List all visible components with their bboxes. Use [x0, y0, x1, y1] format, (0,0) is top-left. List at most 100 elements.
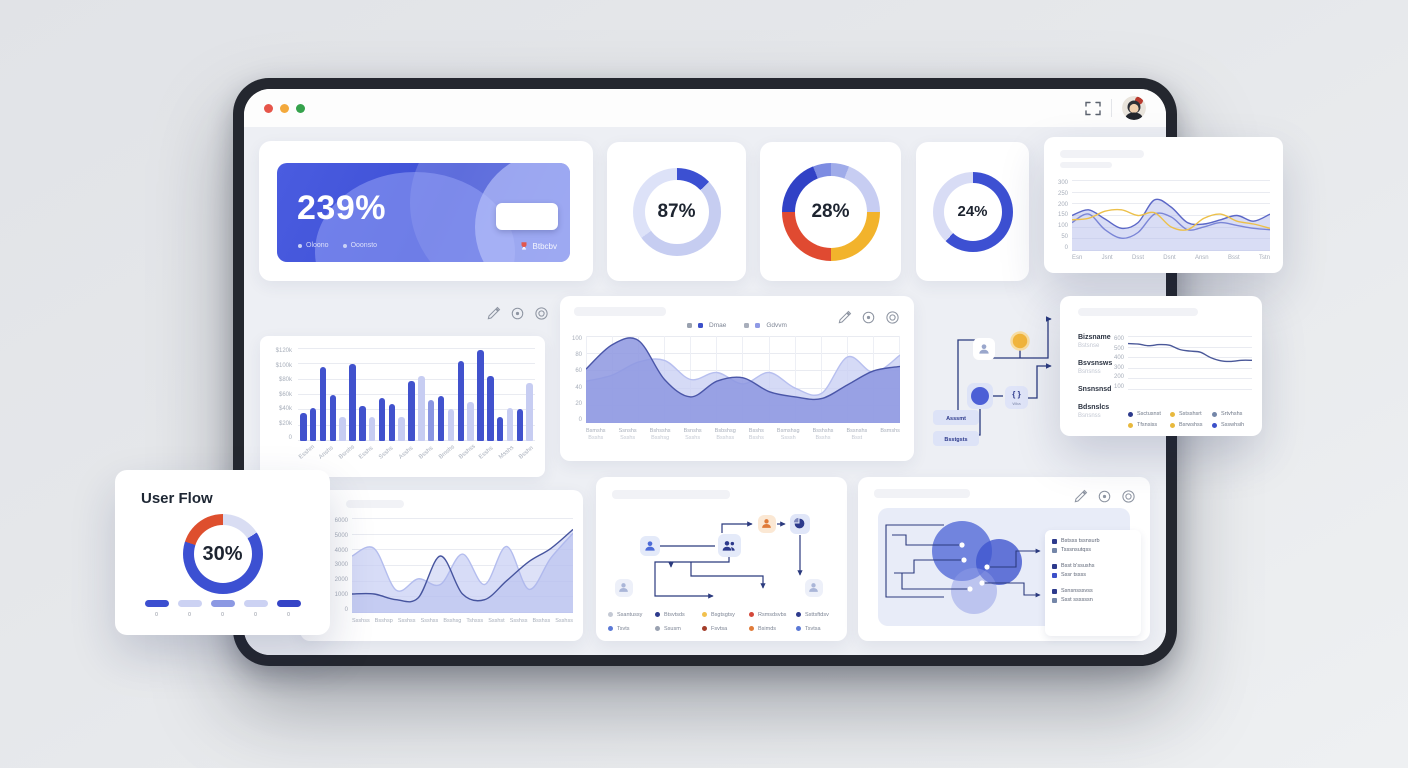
card-title-placeholder: [346, 500, 404, 508]
x-axis-tick: Bsnshs Ssshs: [683, 428, 702, 442]
x-axis-tick: Bsbshsg Bsshss: [714, 428, 736, 442]
legend-dot: [608, 612, 613, 617]
target-icon[interactable]: [510, 306, 525, 321]
edit-pencil-icon[interactable]: [1073, 489, 1088, 504]
legend-dot: [796, 612, 801, 617]
bar: [408, 381, 415, 441]
x-axis-labels: Esn Jsnt Dsst Dsnt Ansn Bsst Tstn: [1072, 255, 1270, 261]
chart-legend: Dmae Gdvvm: [560, 322, 914, 329]
area-chart: [586, 337, 900, 423]
legend-item: Dmae: [687, 322, 726, 329]
x-axis-tick: Asshs: [398, 445, 415, 461]
code-node-label: { }: [1012, 390, 1020, 399]
bar-chart-card: $120k $100k $80k $60k $40k $20k 0 Esshm Anshs Bs…: [260, 336, 545, 477]
x-axis-tick: Esshm: [298, 444, 316, 461]
y-axis-tick: 40: [575, 384, 582, 391]
y-axis-tick: 1000: [334, 592, 348, 599]
donut-card-87: 87%: [607, 142, 746, 281]
legend-label: Tsvtsa: [805, 625, 821, 632]
legend-item: Ssantussy: [608, 609, 651, 620]
y-axis-tick: 0: [1064, 244, 1068, 251]
bar: [427, 400, 435, 441]
legend-item: Gdvvm: [744, 322, 787, 329]
legend-label: Gdvvm: [766, 322, 787, 329]
legend-dot: [1052, 563, 1057, 569]
legend-dot: [1128, 422, 1133, 428]
legend-item: Btsvtsds: [655, 609, 698, 620]
donut-card-28: 28%: [760, 142, 901, 281]
bar: [418, 375, 425, 441]
donut-card-24: 24%: [916, 142, 1029, 281]
flow-step-pill: [210, 600, 235, 607]
target-icon[interactable]: [861, 310, 876, 325]
record-icon[interactable]: [885, 310, 900, 325]
y-axis-tick: 2000: [334, 577, 348, 584]
y-axis-tick: 0: [578, 416, 582, 423]
x-axis-tick: Ssshss: [555, 618, 573, 624]
kpi-action-button[interactable]: [496, 203, 558, 230]
y-axis-tick: 250: [1057, 190, 1068, 197]
y-axis-tick: 300: [1113, 364, 1124, 371]
y-axis-tick: 60: [575, 368, 582, 375]
legend-chip: [698, 323, 704, 328]
bar: [437, 396, 445, 441]
record-icon[interactable]: [1121, 489, 1136, 504]
donut-value: 87%: [657, 200, 696, 222]
legend-item: Bsrwshss: [1170, 422, 1212, 428]
legend-chip: [687, 323, 693, 328]
y-axis-tick: 200: [1057, 201, 1068, 208]
y-axis-labels: $120k $100k $80k $60k $40k $20k 0: [266, 348, 292, 441]
x-axis-tick: Bsmshsg Ssssh: [776, 428, 800, 442]
area-chart: [352, 528, 573, 613]
x-axis-tick: Bshsshs Bsshsg: [649, 428, 671, 442]
legend-dot: [749, 626, 754, 631]
x-axis-tick: Esshs: [358, 445, 375, 461]
metric-label: Bdsnslcs: [1078, 404, 1110, 411]
legend-item: Ssttsftdsv: [796, 609, 839, 620]
edit-pencil-icon[interactable]: [837, 310, 852, 325]
minimize-window-button[interactable]: [280, 103, 289, 113]
x-axis-tick: Bsshss: [458, 443, 477, 461]
edit-pencil-icon[interactable]: [486, 306, 501, 321]
x-axis-labels: Bsmshs Bsshs Ssnshs Ssshs Bshsshs Bsshsg Bsnsh…: [586, 428, 900, 442]
x-axis-tick: Esshs: [478, 445, 495, 461]
trend-plot: [1128, 336, 1252, 390]
legend-item: Ssswhsih: [1212, 422, 1254, 428]
legend-dot: [796, 626, 801, 631]
sparkline-plot: [1072, 180, 1270, 251]
donut-chart-24: 24%: [932, 171, 1013, 252]
bar: [487, 375, 494, 441]
kpi-value: 239%: [297, 189, 386, 227]
flow-step-label: 0: [188, 612, 191, 618]
legend-label: Tsvts: [617, 625, 630, 632]
legend-item: Sssr tssss: [1052, 572, 1134, 578]
legend-item: Ssst ssssssn: [1052, 597, 1134, 603]
expand-icon[interactable]: [1085, 101, 1101, 116]
legend-label: Sstsshsrt: [1179, 411, 1202, 417]
y-axis-labels: 600 500 400 300 200 100: [1112, 336, 1124, 390]
x-axis-tick: Bsst: [1227, 255, 1240, 261]
trend-line-chart: [1128, 342, 1252, 363]
flow-step-pill: [144, 600, 169, 607]
y-axis-tick: 200: [1113, 374, 1124, 381]
zoom-window-button[interactable]: [296, 103, 305, 113]
y-axis-tick: 5000: [334, 532, 348, 539]
metric-row: Snsnsnsd: [1078, 386, 1112, 393]
legend-label: Ssswhsih: [1221, 422, 1245, 428]
y-axis-tick: 0: [344, 606, 348, 613]
code-node: [1005, 386, 1028, 409]
x-axis-tick: Anshs: [318, 445, 335, 461]
x-axis-tick: Ssshs: [378, 445, 395, 461]
sparkline-card: 300 250 200 150 100 50 0 Esn Jsnt Dsst Dsnt Ansn Bs…: [1044, 137, 1283, 273]
legend-dot: [655, 612, 660, 617]
legend-label: Bsst b'ssushs: [1061, 563, 1095, 569]
x-axis-tick: Ssshss: [509, 618, 528, 624]
card-actions: [837, 310, 900, 325]
target-icon[interactable]: [1097, 489, 1112, 504]
metrics-list-card: Bizsname Bstsnse Bsvsnsws Bsnsnss Snsnsnsd Bd…: [1060, 296, 1262, 436]
user-node-light: [805, 579, 823, 597]
user-avatar[interactable]: [1122, 96, 1146, 120]
close-window-button[interactable]: [264, 103, 273, 113]
y-axis-tick: 100: [1057, 223, 1068, 230]
record-icon[interactable]: [534, 306, 549, 321]
